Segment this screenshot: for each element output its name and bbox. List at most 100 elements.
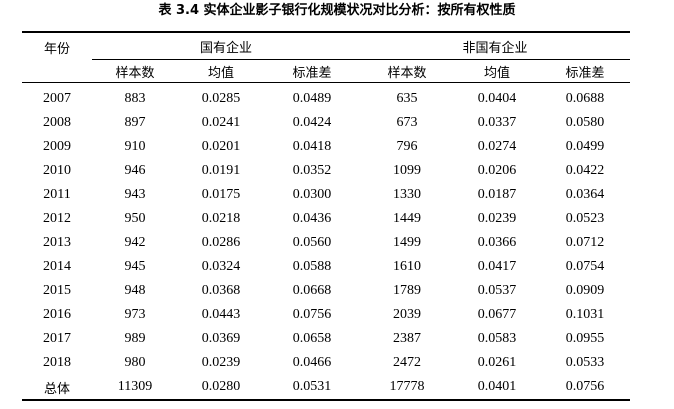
state-count-cell: 942 — [124, 235, 146, 250]
year-cell: 总体 — [22, 375, 92, 401]
table-row: 2009 910 0.0201 0.0418 796 0.0274 0.0499 — [22, 135, 630, 159]
nonstate-std-cell: 0.0364 — [565, 187, 605, 202]
nonstate-std-cell: 0.0754 — [565, 259, 605, 274]
header-year: 年份 — [22, 31, 92, 83]
nonstate-std-cell: 0.0756 — [540, 375, 631, 401]
header-nonstate-std: 标准差 — [540, 59, 631, 83]
state-mean-cell: 0.0324 — [201, 259, 241, 274]
year-cell: 2013 — [43, 235, 71, 250]
nonstate-std-cell: 0.0422 — [565, 163, 605, 178]
year-cell: 2017 — [43, 331, 71, 346]
nonstate-count-cell: 1099 — [393, 163, 422, 178]
year-cell: 2011 — [43, 187, 71, 202]
nonstate-count-cell: 2039 — [393, 307, 422, 322]
state-std-cell: 0.0489 — [292, 91, 332, 106]
nonstate-count-cell: 1789 — [393, 283, 422, 298]
nonstate-std-cell: 0.0523 — [565, 211, 605, 226]
nonstate-mean-cell: 0.0404 — [477, 91, 517, 106]
header-state-count: 样本数 — [92, 59, 178, 83]
year-cell: 2010 — [43, 163, 71, 178]
table-body: 2007 883 0.0285 0.0489 635 0.0404 0.0688 2008 89… — [22, 83, 631, 401]
state-count-cell: 910 — [124, 139, 146, 154]
state-count-cell: 989 — [124, 331, 146, 346]
nonstate-std-cell: 0.1031 — [565, 307, 605, 322]
nonstate-mean-cell: 0.0274 — [477, 139, 517, 154]
table-row: 总体 11309 0.0280 0.0531 17778 0.0401 0.0756 — [22, 375, 631, 401]
state-mean-cell: 0.0285 — [201, 91, 241, 106]
nonstate-std-cell: 0.0688 — [565, 91, 605, 106]
state-std-cell: 0.0300 — [292, 187, 332, 202]
state-count-cell: 943 — [124, 187, 146, 202]
state-mean-cell: 0.0286 — [201, 235, 241, 250]
year-cell: 2016 — [43, 307, 71, 322]
table-row: 2013 942 0.0286 0.0560 1499 0.0366 0.0712 — [22, 231, 630, 255]
nonstate-mean-cell: 0.0206 — [477, 163, 517, 178]
state-std-cell: 0.0588 — [292, 259, 332, 274]
state-mean-cell: 0.0218 — [201, 211, 241, 226]
nonstate-count-cell: 1610 — [393, 259, 422, 274]
state-std-cell: 0.0424 — [292, 115, 332, 130]
header-nonstate-count: 样本数 — [360, 59, 455, 83]
data-table: 年份 国有企业 非国有企业 样本数 均值 标准差 样本数 均值 标准差 2007… — [22, 31, 631, 401]
state-std-cell: 0.0560 — [292, 235, 332, 250]
state-std-cell: 0.0658 — [292, 331, 332, 346]
state-mean-cell: 0.0443 — [201, 307, 241, 322]
nonstate-count-cell: 673 — [396, 115, 418, 130]
nonstate-count-cell: 635 — [396, 91, 418, 106]
nonstate-std-cell: 0.0499 — [565, 139, 605, 154]
nonstate-count-cell: 796 — [396, 139, 418, 154]
nonstate-std-cell: 0.0955 — [565, 331, 605, 346]
state-std-cell: 0.0531 — [264, 375, 361, 401]
table-caption: 表 3.4 实体企业影子银行化规模状况对比分析：按所有权性质 — [158, 3, 516, 18]
state-mean-cell: 0.0201 — [201, 139, 241, 154]
year-cell: 2008 — [43, 115, 71, 130]
header-state-mean: 均值 — [178, 59, 264, 83]
header-state-std: 标准差 — [264, 59, 361, 83]
nonstate-mean-cell: 0.0187 — [477, 187, 517, 202]
year-cell: 2012 — [43, 211, 71, 226]
table-row: 2012 950 0.0218 0.0436 1449 0.0239 0.0523 — [22, 207, 630, 231]
year-cell: 2009 — [43, 139, 71, 154]
nonstate-mean-cell: 0.0417 — [477, 259, 517, 274]
nonstate-mean-cell: 0.0239 — [477, 211, 517, 226]
nonstate-count-cell: 1330 — [393, 187, 422, 202]
nonstate-std-cell: 0.0533 — [565, 355, 605, 370]
year-cell: 2014 — [43, 259, 71, 274]
state-count-cell: 980 — [124, 355, 146, 370]
state-mean-cell: 0.0241 — [201, 115, 241, 130]
state-count-cell: 945 — [124, 259, 146, 274]
year-cell: 2015 — [43, 283, 71, 298]
state-count-cell: 948 — [124, 283, 146, 298]
state-std-cell: 0.0466 — [292, 355, 332, 370]
state-count-cell: 950 — [124, 211, 146, 226]
table-row: 2018 980 0.0239 0.0466 2472 0.0261 0.0533 — [22, 351, 630, 375]
state-mean-cell: 0.0191 — [201, 163, 241, 178]
table-row: 2014 945 0.0324 0.0588 1610 0.0417 0.0754 — [22, 255, 630, 279]
table-row: 2011 943 0.0175 0.0300 1330 0.0187 0.0364 — [22, 183, 630, 207]
nonstate-count-cell: 2472 — [393, 355, 422, 370]
table-row: 2008 897 0.0241 0.0424 673 0.0337 0.0580 — [22, 111, 630, 135]
nonstate-mean-cell: 0.0337 — [477, 115, 517, 130]
state-mean-cell: 0.0239 — [201, 355, 241, 370]
header-nonstate-mean: 均值 — [454, 59, 541, 83]
year-cell: 2018 — [43, 355, 71, 370]
header-group-state: 国有企业 — [92, 31, 361, 60]
nonstate-count-cell: 1449 — [393, 211, 422, 226]
nonstate-mean-cell: 0.0677 — [477, 307, 517, 322]
state-count-cell: 883 — [124, 91, 146, 106]
state-std-cell: 0.0436 — [292, 211, 332, 226]
table-row: 2007 883 0.0285 0.0489 635 0.0404 0.0688 — [22, 83, 630, 112]
nonstate-mean-cell: 0.0583 — [477, 331, 517, 346]
nonstate-mean-cell: 0.0366 — [477, 235, 517, 250]
table-row: 2015 948 0.0368 0.0668 1789 0.0537 0.0909 — [22, 279, 630, 303]
table-row: 2016 973 0.0443 0.0756 2039 0.0677 0.1031 — [22, 303, 630, 327]
state-count-cell: 946 — [124, 163, 146, 178]
nonstate-std-cell: 0.0580 — [565, 115, 605, 130]
state-mean-cell: 0.0369 — [201, 331, 241, 346]
nonstate-count-cell: 17778 — [360, 375, 455, 401]
state-std-cell: 0.0756 — [292, 307, 332, 322]
nonstate-std-cell: 0.0909 — [565, 283, 605, 298]
year-cell: 2007 — [43, 91, 71, 106]
nonstate-std-cell: 0.0712 — [565, 235, 605, 250]
table-row: 2010 946 0.0191 0.0352 1099 0.0206 0.0422 — [22, 159, 630, 183]
